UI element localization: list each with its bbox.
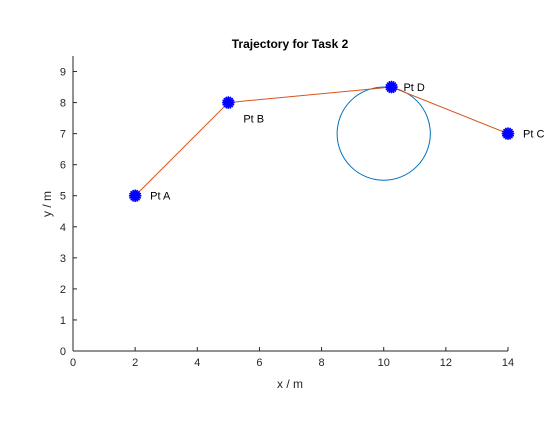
x-tick-label: 14	[502, 357, 514, 369]
x-tick-label: 12	[440, 357, 452, 369]
y-tick-label: 9	[60, 67, 66, 79]
axis-layer	[72, 56, 508, 352]
point-label: Pt D	[403, 82, 424, 94]
x-tick-label: 10	[378, 357, 390, 369]
marker-layer	[128, 80, 515, 203]
y-tick-label: 5	[60, 191, 66, 203]
x-tick-label: 8	[319, 357, 325, 369]
y-tick-label: 3	[60, 253, 66, 265]
trajectory-line	[134, 86, 509, 197]
y-tick-label: 1	[60, 315, 66, 327]
y-tick-label: 8	[60, 98, 66, 110]
path-layer	[134, 86, 509, 197]
y-tick-label: 6	[60, 160, 66, 172]
point-marker-pt-d	[385, 80, 398, 94]
obstacle-circle	[336, 86, 431, 181]
y-tick-label: 0	[60, 346, 66, 358]
plot-area	[73, 56, 508, 351]
y-tick-label: 2	[60, 284, 66, 296]
x-tick-label: 0	[70, 357, 76, 369]
circle-layer	[336, 86, 431, 181]
point-label: Pt C	[523, 129, 544, 141]
y-tick-label: 4	[60, 222, 66, 234]
x-tick-label: 2	[132, 357, 138, 369]
point-marker-pt-a	[128, 189, 142, 203]
y-tick-label: 7	[60, 129, 66, 141]
x-axis-label: x / m	[277, 377, 303, 391]
y-axis-label: y / m	[40, 191, 54, 217]
point-label: Pt A	[150, 191, 171, 203]
point-label: Pt B	[243, 114, 264, 126]
point-marker-pt-c	[501, 127, 515, 141]
x-tick-label: 4	[194, 357, 200, 369]
point-marker-pt-b	[221, 96, 235, 109]
chart-title: Trajectory for Task 2	[232, 37, 349, 51]
x-tick-label: 6	[256, 357, 262, 369]
label-layer: Pt A Pt B Pt D Pt C	[150, 82, 544, 203]
